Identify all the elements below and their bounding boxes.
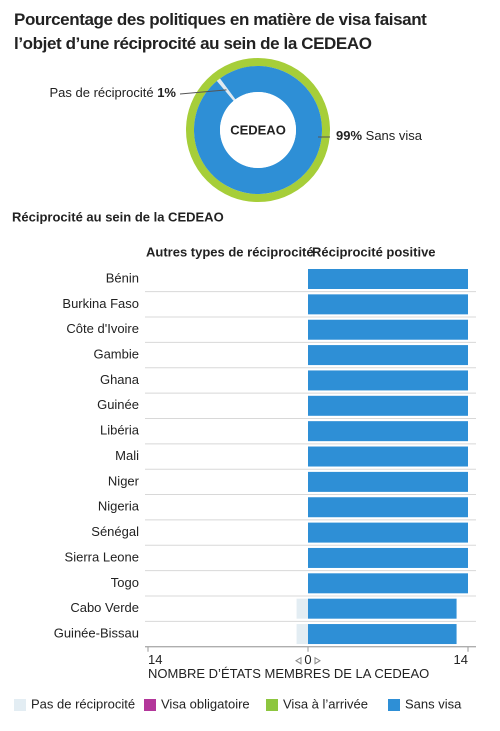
slice-label: Pas de réciprocité 1% [50, 85, 177, 100]
leader-line [179, 89, 227, 95]
category-label: Sierra Leone [65, 549, 139, 564]
legend-swatch [266, 699, 278, 711]
category-label: Côte d'Ivoire [66, 321, 139, 336]
bar [308, 573, 468, 594]
section-title: Réciprocité au sein de la CEDEAO [12, 209, 224, 224]
legend-swatch [144, 699, 156, 711]
category-label: Mali [115, 448, 139, 463]
donut-hole [220, 92, 296, 168]
category-label: Pas de réciprocité [50, 85, 154, 100]
bar [308, 269, 468, 289]
slice-label: 99% Sans visa [336, 128, 423, 143]
x-tick-label: 14 [454, 652, 468, 667]
bar [308, 522, 468, 543]
category-label: Niger [108, 473, 140, 488]
value-label: 1% [157, 85, 176, 100]
left-header: Autres types de réciprocité [146, 244, 314, 259]
bar [308, 624, 457, 645]
x-tick-label: 0 [304, 652, 311, 667]
right-header: Réciprocité positive [312, 244, 436, 259]
category-label: Libéria [100, 423, 140, 438]
category-label: Cabo Verde [70, 600, 139, 615]
bar [308, 370, 468, 391]
bar [296, 598, 308, 619]
bar [308, 294, 468, 315]
legend-label: Pas de réciprocité [31, 696, 135, 711]
category-label: Ghana [100, 372, 140, 387]
category-label: Guinée-Bissau [54, 625, 139, 640]
arrow-left [295, 656, 302, 665]
value-label: 99% [336, 128, 362, 143]
bar [308, 421, 468, 442]
legend-label: Visa obligatoire [161, 696, 250, 711]
category-label: Gambie [93, 347, 139, 362]
bar [308, 598, 457, 619]
category-label: Togo [111, 575, 139, 590]
legend-swatch [388, 699, 400, 711]
category-label: Nigeria [98, 499, 140, 514]
bar [308, 446, 468, 467]
bar [308, 345, 468, 366]
bar [308, 497, 468, 518]
bar [308, 319, 468, 340]
category-label: Bénin [106, 270, 139, 285]
outer-ring [186, 58, 330, 202]
bar [308, 471, 468, 492]
arrow-right [314, 656, 321, 665]
x-tick-label: 14 [148, 652, 162, 667]
x-axis-label: NOMBRE D’ÉTATS MEMBRES DE LA CEDEAO [148, 666, 429, 681]
category-label: Burkina Faso [62, 296, 139, 311]
category-label: Sénégal [91, 524, 139, 539]
bar [296, 624, 308, 645]
legend-label: Visa à l’arrivée [283, 696, 368, 711]
legend-label: Sans visa [405, 696, 462, 711]
center-label: CEDEAO [230, 122, 286, 137]
bar [308, 395, 468, 416]
donut-slice [193, 66, 322, 195]
category-label: Sans visa [366, 128, 423, 143]
chart-title: Pourcentage des politiques en matière de… [14, 10, 427, 53]
legend-swatch [14, 699, 26, 711]
bar [308, 547, 468, 568]
category-label: Guinée [97, 397, 139, 412]
